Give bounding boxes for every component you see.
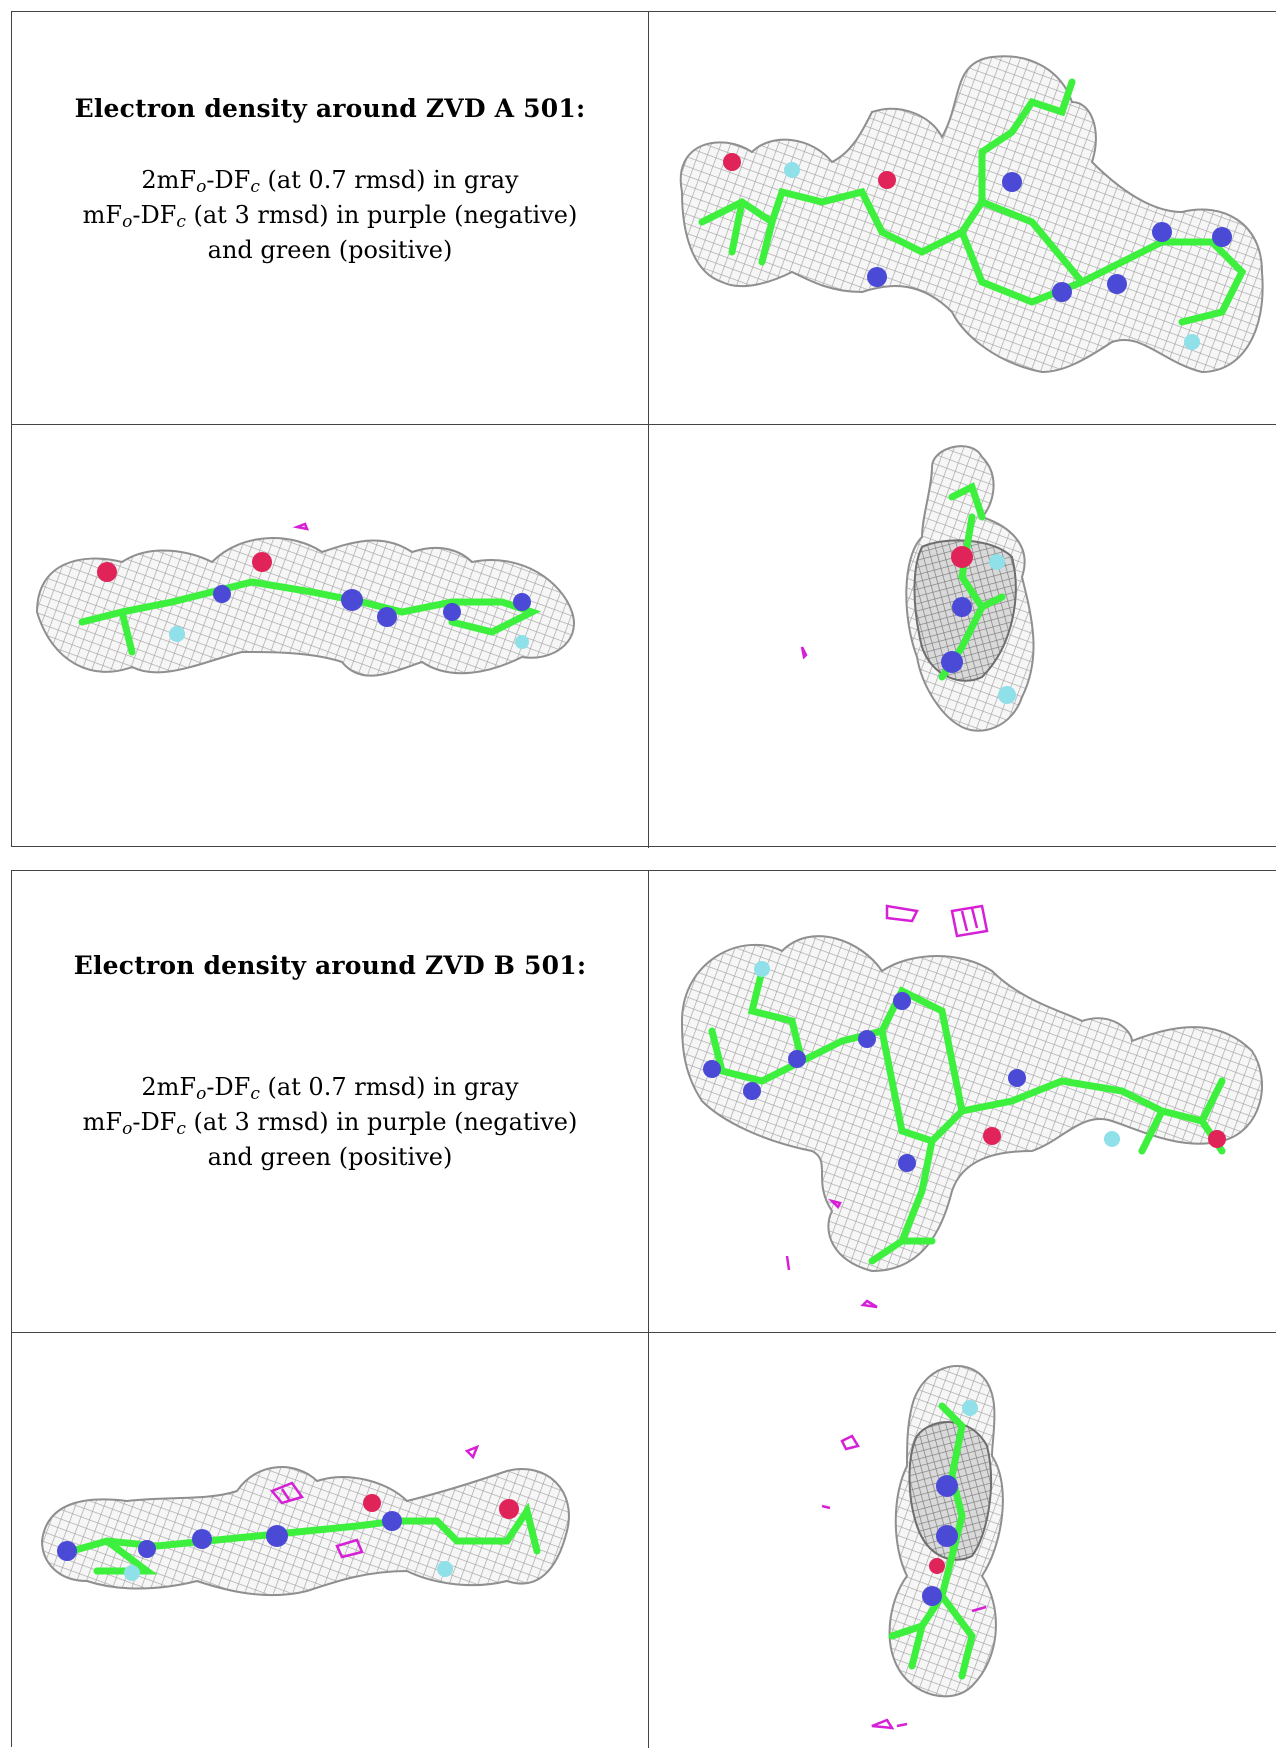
panel-title: Electron density around ZVD A 501:: [74, 94, 586, 123]
negative-density-blob: [950, 904, 989, 938]
negative-density-blob: [821, 1504, 831, 1510]
nitrogen-atom: [898, 1154, 916, 1172]
nitrogen-atom: [867, 267, 887, 287]
nitrogen-atom: [57, 1541, 77, 1561]
oxygen-atom: [97, 562, 117, 582]
nitrogen-atom: [743, 1082, 761, 1100]
nitrogen-atom: [936, 1525, 958, 1547]
negative-density-blob: [800, 646, 808, 660]
nitrogen-atom: [788, 1050, 806, 1068]
oxygen-atom: [1208, 1130, 1226, 1148]
nitrogen-atom: [858, 1030, 876, 1048]
negative-density-blob: [885, 904, 919, 923]
nitrogen-atom: [382, 1511, 402, 1531]
fluorine-atom: [962, 1400, 978, 1416]
negative-density-blob: [871, 1718, 908, 1730]
fluorine-atom: [989, 554, 1005, 570]
nitrogen-atom: [213, 585, 231, 603]
density-view-b-front: [680, 904, 1263, 1309]
legend-line-green: and green (positive): [207, 1143, 453, 1171]
nitrogen-atom: [443, 603, 461, 621]
nitrogen-atom: [192, 1529, 212, 1549]
legend-line-gray: 2mFo-DFc (at 0.7 rmsd) in gray: [141, 166, 519, 197]
density-view-b-side: [40, 1444, 570, 1597]
legend-line-gray: 2mFo-DFc (at 0.7 rmsd) in gray: [141, 1073, 519, 1104]
nitrogen-atom: [936, 1475, 958, 1497]
nitrogen-atom: [922, 1586, 942, 1606]
fluorine-atom: [124, 1565, 140, 1581]
density-view-a-end: [800, 445, 1035, 732]
divider-vertical: [648, 871, 649, 1748]
nitrogen-atom: [513, 593, 531, 611]
fluorine-atom: [998, 686, 1016, 704]
oxygen-atom: [499, 1499, 519, 1519]
fluorine-atom: [515, 635, 529, 649]
density-mesh: [680, 935, 1263, 1273]
legend-line-purple: mFo-DFc (at 3 rmsd) in purple (negative): [82, 201, 578, 232]
negative-density-blob: [785, 1255, 791, 1271]
oxygen-atom: [363, 1494, 381, 1512]
negative-density-blob: [860, 1299, 878, 1309]
nitrogen-atom: [1212, 227, 1232, 247]
oxygen-atom: [723, 153, 741, 171]
fluorine-atom: [784, 162, 800, 178]
legend-line-green: and green (positive): [207, 236, 453, 264]
nitrogen-atom: [1052, 282, 1072, 302]
density-view-a-side: [35, 522, 575, 677]
ligand-sticks: [698, 78, 1247, 326]
fluorine-atom: [169, 626, 185, 642]
density-view-a-front: [679, 55, 1264, 374]
nitrogen-atom: [941, 651, 963, 673]
caption-zvd-a: Electron density around ZVD A 501: 2mFo-…: [12, 94, 648, 268]
nitrogen-atom: [893, 992, 911, 1010]
negative-density-blob: [827, 1198, 842, 1210]
nitrogen-atom: [1152, 222, 1172, 242]
panel-title: Electron density around ZVD B 501:: [73, 951, 587, 980]
negative-density-blob: [292, 522, 310, 531]
nitrogen-atom: [266, 1525, 288, 1547]
oxygen-atom: [983, 1127, 1001, 1145]
nitrogen-atom: [138, 1540, 156, 1558]
oxygen-atom: [929, 1558, 945, 1574]
fluorine-atom: [1184, 334, 1200, 350]
divider-vertical: [648, 12, 649, 848]
oxygen-atom: [878, 171, 896, 189]
legend-line-purple: mFo-DFc (at 3 rmsd) in purple (negative): [82, 1108, 578, 1139]
negative-density-blob: [840, 1434, 860, 1451]
nitrogen-atom: [1107, 274, 1127, 294]
panel-zvd-a: Electron density around ZVD A 501: 2mFo-…: [11, 11, 1276, 848]
fluorine-atom: [1104, 1131, 1120, 1147]
density-mesh: [35, 537, 575, 677]
oxygen-atom: [951, 546, 973, 568]
negative-density-blob: [335, 1538, 364, 1559]
fluorine-atom: [754, 961, 770, 977]
nitrogen-atom: [377, 607, 397, 627]
caption-zvd-b: Electron density around ZVD B 501: 2mFo-…: [12, 951, 648, 1175]
oxygen-atom: [252, 552, 272, 572]
divider-horizontal: [12, 1332, 1276, 1333]
nitrogen-atom: [1002, 172, 1022, 192]
density-view-b-end: [821, 1365, 1004, 1730]
nitrogen-atom: [1008, 1069, 1026, 1087]
negative-density-blob: [464, 1444, 480, 1460]
negative-density-blob: [971, 1605, 987, 1613]
divider-horizontal: [12, 424, 1276, 425]
fluorine-atom: [437, 1561, 453, 1577]
panel-zvd-b: Electron density around ZVD B 501: 2mFo-…: [11, 870, 1276, 1748]
negative-density-blob: [269, 1481, 305, 1505]
nitrogen-atom: [703, 1060, 721, 1078]
nitrogen-atom: [952, 597, 972, 617]
nitrogen-atom: [341, 589, 363, 611]
